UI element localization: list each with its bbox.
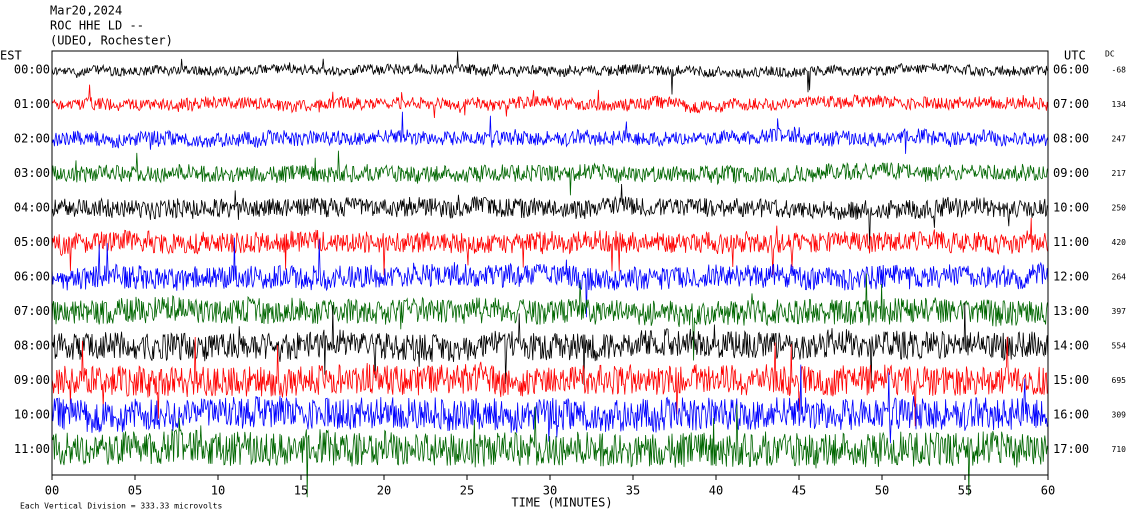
est-label: 08:00 — [14, 339, 50, 353]
trace — [52, 237, 1049, 318]
est-label: 10:00 — [14, 408, 50, 422]
trace — [52, 111, 1049, 154]
x-tick-label: 55 — [958, 484, 972, 498]
est-label: 06:00 — [14, 270, 50, 284]
dc-value: 309 — [1112, 411, 1127, 420]
x-tick-label: 10 — [211, 484, 225, 498]
est-label: 11:00 — [14, 442, 50, 456]
trace — [52, 364, 1049, 444]
left-header: EST — [0, 49, 22, 63]
trace — [52, 217, 1049, 276]
utc-label: 08:00 — [1053, 132, 1089, 146]
utc-label: 09:00 — [1053, 166, 1089, 180]
utc-label: 11:00 — [1053, 235, 1089, 249]
utc-label: 17:00 — [1053, 442, 1089, 456]
trace — [52, 404, 1049, 498]
right-header: UTC — [1064, 49, 1086, 63]
x-tick-label: 60 — [1041, 484, 1055, 498]
x-tick-label: 35 — [626, 484, 640, 498]
utc-label: 12:00 — [1053, 270, 1089, 284]
x-tick-label: 00 — [45, 484, 59, 498]
est-label: 00:00 — [14, 63, 50, 77]
title-line: (UDEO, Rochester) — [50, 34, 173, 48]
est-label: 01:00 — [14, 97, 50, 111]
utc-label: 15:00 — [1053, 373, 1089, 387]
x-tick-label: 20 — [377, 484, 391, 498]
est-label: 07:00 — [14, 304, 50, 318]
dc-value: 710 — [1112, 445, 1127, 454]
est-label: 05:00 — [14, 235, 50, 249]
dc-value: 695 — [1112, 376, 1127, 385]
trace — [52, 51, 1049, 95]
utc-label: 14:00 — [1053, 339, 1089, 353]
x-tick-label: 40 — [709, 484, 723, 498]
x-tick-label: 50 — [875, 484, 889, 498]
est-label: 09:00 — [14, 373, 50, 387]
dc-value: -68 — [1112, 66, 1127, 75]
x-tick-label: 30 — [543, 484, 557, 498]
dc-value: 217 — [1112, 169, 1127, 178]
utc-label: 13:00 — [1053, 304, 1089, 318]
x-axis-label: TIME (MINUTES) — [511, 496, 612, 510]
est-label: 03:00 — [14, 166, 50, 180]
dc-value: 134 — [1112, 100, 1127, 109]
dc-value: 554 — [1112, 342, 1127, 351]
est-label: 04:00 — [14, 201, 50, 215]
title-line: Mar20,2024 — [50, 4, 122, 18]
dc-value: 250 — [1112, 204, 1127, 213]
trace — [52, 302, 1049, 389]
trace — [52, 150, 1049, 196]
trace — [52, 273, 1049, 361]
dc-value: 420 — [1112, 238, 1127, 247]
trace — [52, 336, 1049, 427]
dc-value: 247 — [1112, 135, 1127, 144]
footnote: Each Vertical Division = 333.33 microvol… — [20, 502, 222, 511]
x-tick-label: 45 — [792, 484, 806, 498]
x-tick-label: 25 — [460, 484, 474, 498]
trace — [52, 183, 1049, 246]
traces — [52, 51, 1049, 498]
utc-label: 10:00 — [1053, 201, 1089, 215]
dc-value: 264 — [1112, 273, 1127, 282]
dc-header: DC — [1105, 50, 1115, 59]
utc-label: 16:00 — [1053, 408, 1089, 422]
dc-value: 397 — [1112, 307, 1127, 316]
utc-label: 07:00 — [1053, 97, 1089, 111]
trace — [52, 84, 1049, 119]
x-tick-label: 15 — [294, 484, 308, 498]
title-line: ROC HHE LD -- — [50, 19, 144, 33]
utc-label: 06:00 — [1053, 63, 1089, 77]
x-tick-label: 05 — [128, 484, 142, 498]
est-label: 02:00 — [14, 132, 50, 146]
